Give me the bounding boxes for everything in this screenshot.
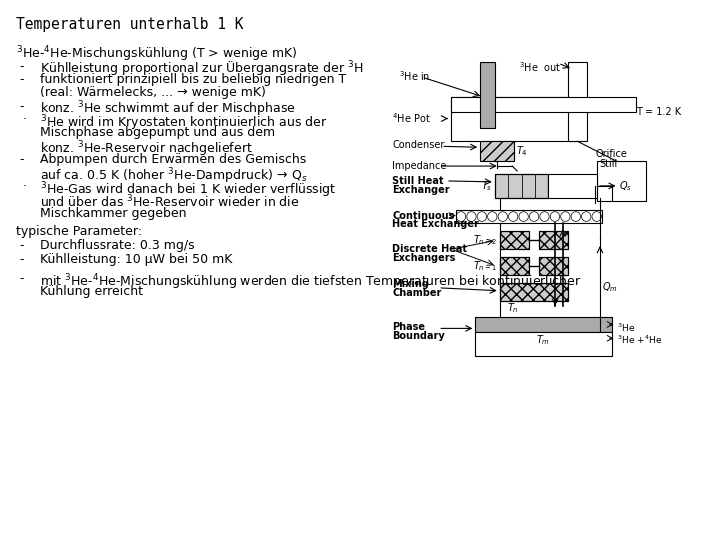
Bar	[521, 174, 535, 198]
Text: $T_4$: $T_4$	[516, 144, 528, 158]
Text: Still: Still	[599, 159, 617, 169]
Text: Exchangers: Exchangers	[392, 253, 456, 263]
Bar	[539, 232, 568, 249]
Text: -: -	[19, 60, 24, 73]
Text: $Q_s$: $Q_s$	[619, 179, 632, 193]
Text: Mixing: Mixing	[392, 279, 429, 289]
Text: $^3$He +$^4$He: $^3$He +$^4$He	[616, 333, 662, 346]
Text: $^3$He wird im Kryostaten kontinuierlich aus der: $^3$He wird im Kryostaten kontinuierlich…	[40, 113, 327, 133]
Bar	[451, 97, 636, 112]
Text: funktioniert prinzipiell bis zu beliebig niedrigen T: funktioniert prinzipiell bis zu beliebig…	[40, 73, 346, 86]
Text: Boundary: Boundary	[392, 332, 445, 341]
Text: $^4$He Pot: $^4$He Pot	[392, 112, 431, 125]
Text: $^3$He-Gas wird danach bei 1 K wieder verflüssigt: $^3$He-Gas wird danach bei 1 K wieder ve…	[40, 180, 336, 200]
Text: Phase: Phase	[392, 322, 426, 333]
Bar	[500, 283, 568, 301]
Text: Abpumpen durch Erwärmen des Gemischs: Abpumpen durch Erwärmen des Gemischs	[40, 153, 306, 166]
Text: Kühlleistung: 10 μW bei 50 mK: Kühlleistung: 10 μW bei 50 mK	[40, 253, 232, 266]
Text: -: -	[19, 272, 24, 285]
Text: Mischkammer gegeben: Mischkammer gegeben	[40, 207, 186, 220]
Text: ·: ·	[22, 113, 26, 126]
Text: Orifice: Orifice	[595, 149, 627, 159]
Text: Kühlleistung proportional zur Übergangsrate der $^3$H: Kühlleistung proportional zur Übergangsr…	[40, 60, 364, 79]
Text: auf ca. 0.5 K (hoher $^3$He-Dampdruck) → Q$_s$: auf ca. 0.5 K (hoher $^3$He-Dampdruck) →…	[40, 166, 307, 186]
Text: Impedance: Impedance	[392, 161, 447, 171]
Text: $T_n$: $T_n$	[508, 302, 519, 315]
Bar	[549, 174, 597, 198]
Bar	[539, 257, 568, 275]
Text: $T_m$: $T_m$	[536, 333, 551, 347]
Bar	[451, 97, 577, 141]
Text: $T_s$: $T_s$	[482, 179, 492, 193]
Bar	[500, 257, 529, 275]
Bar	[500, 232, 529, 249]
Text: $^3$He-$^4$He-Mischungskühlung (T > wenige mK): $^3$He-$^4$He-Mischungskühlung (T > weni…	[17, 44, 298, 64]
Bar	[475, 332, 612, 356]
Text: Condenser: Condenser	[392, 140, 445, 150]
Text: (real: Wärmelecks, ... → wenige mK): (real: Wärmelecks, ... → wenige mK)	[40, 86, 266, 99]
Bar	[456, 210, 602, 224]
Text: -: -	[19, 153, 24, 166]
Bar	[508, 174, 521, 198]
Bar	[500, 257, 529, 275]
Bar	[475, 316, 612, 332]
Text: T = 1.2 K: T = 1.2 K	[636, 106, 681, 117]
Bar	[495, 174, 549, 198]
Bar	[500, 232, 529, 249]
Bar	[539, 257, 568, 275]
Text: Mischphase abgepumpt und aus dem: Mischphase abgepumpt und aus dem	[40, 126, 275, 139]
Bar	[597, 161, 646, 201]
Bar	[480, 62, 495, 129]
Text: Heat Exchanger: Heat Exchanger	[392, 219, 480, 228]
Text: -: -	[19, 253, 24, 266]
Bar	[495, 174, 508, 198]
Text: $^3$He  out: $^3$He out	[519, 60, 561, 74]
Bar	[539, 232, 568, 249]
Bar	[535, 174, 549, 198]
Text: Still Heat: Still Heat	[392, 176, 444, 186]
Text: $T_{n-2}$: $T_{n-2}$	[474, 233, 498, 247]
Text: $^3$He in: $^3$He in	[400, 69, 431, 83]
Text: konz. $^3$He-Reservoir nachgeliefert: konz. $^3$He-Reservoir nachgeliefert	[40, 140, 253, 159]
Text: ·: ·	[22, 180, 26, 193]
Text: -: -	[19, 100, 24, 113]
Text: -: -	[19, 73, 24, 86]
Bar	[500, 283, 568, 301]
Text: Continuous: Continuous	[392, 211, 455, 221]
Text: konz. $^3$He schwimmt auf der Mischphase: konz. $^3$He schwimmt auf der Mischphase	[40, 100, 296, 119]
Text: typische Parameter:: typische Parameter:	[17, 225, 143, 238]
Text: Durchflussrate: 0.3 mg/s: Durchflussrate: 0.3 mg/s	[40, 239, 194, 252]
Bar	[568, 62, 588, 141]
Text: $^3$He: $^3$He	[616, 321, 635, 334]
Text: $T_{n-1}$: $T_{n-1}$	[473, 259, 498, 273]
Text: Discrete Heat: Discrete Heat	[392, 244, 467, 254]
Text: $Q_m$: $Q_m$	[602, 280, 618, 294]
Text: Temperaturen unterhalb 1 K: Temperaturen unterhalb 1 K	[17, 17, 244, 32]
Bar	[480, 141, 514, 161]
Text: Kühlung erreicht: Kühlung erreicht	[40, 285, 143, 298]
Text: -: -	[19, 239, 24, 252]
Text: Chamber: Chamber	[392, 288, 442, 298]
Text: und über das $^3$He-Reservoir wieder in die: und über das $^3$He-Reservoir wieder in …	[40, 193, 300, 210]
Text: mit $^3$He-$^4$He-Mischungskühlung werden die tiefsten Temperaturen bei kontinui: mit $^3$He-$^4$He-Mischungskühlung werde…	[40, 272, 581, 292]
Text: Exchanger: Exchanger	[392, 185, 450, 195]
